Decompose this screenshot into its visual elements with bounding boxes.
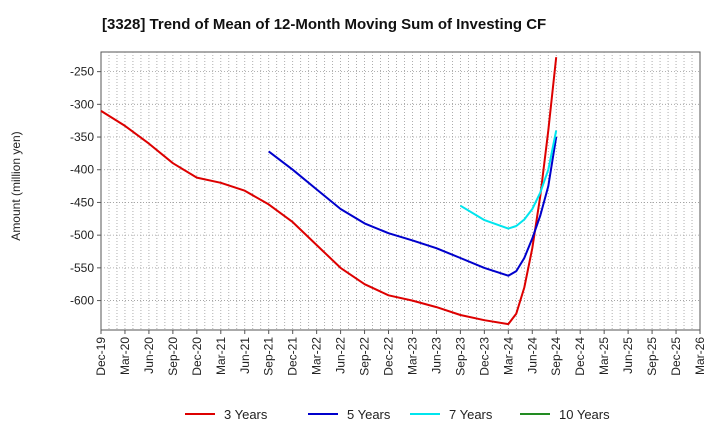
- y-tick-label: -600: [70, 294, 94, 308]
- chart-title: [3328] Trend of Mean of 12-Month Moving …: [102, 16, 547, 33]
- y-tick-label: -550: [70, 261, 94, 275]
- y-tick-label: -350: [70, 130, 94, 144]
- x-tick-label: Jun-25: [621, 337, 635, 374]
- x-tick-label: Dec-21: [286, 337, 300, 376]
- legend-label: 7 Years: [449, 407, 493, 422]
- y-tick-label: -500: [70, 228, 94, 242]
- legend: 3 Years 5 Years 7 Years 10 Years: [185, 407, 610, 422]
- x-tick-label: Mar-20: [118, 337, 132, 375]
- x-tick-label: Sep-20: [166, 337, 180, 376]
- x-tick-label: Mar-25: [597, 337, 611, 375]
- x-tick-label: Sep-25: [645, 337, 659, 376]
- x-tick-label: Sep-21: [262, 337, 276, 376]
- x-tick-label: Jun-23: [429, 337, 443, 374]
- series-line-5-years: [268, 136, 558, 277]
- y-tick-label: -250: [70, 65, 94, 79]
- legend-label: 3 Years: [224, 407, 268, 422]
- x-tick-label: Mar-21: [214, 337, 228, 375]
- y-axis-ticks: -250 -300 -350 -400 -450 -500 -550 -600: [70, 65, 101, 308]
- legend-label: 5 Years: [347, 407, 391, 422]
- x-tick-label: Jun-21: [238, 337, 252, 374]
- series-lines: [100, 57, 558, 326]
- y-tick-label: -300: [70, 97, 94, 111]
- x-tick-label: Dec-19: [94, 337, 108, 376]
- x-tick-label: Jun-24: [525, 337, 539, 374]
- x-tick-label: Mar-26: [693, 337, 707, 375]
- x-tick-label: Mar-22: [310, 337, 324, 375]
- series-line-7-years: [459, 130, 558, 230]
- y-axis-label: Amount (million yen): [9, 131, 23, 240]
- x-tick-label: Jun-22: [334, 337, 348, 374]
- x-tick-label: Mar-24: [501, 337, 515, 375]
- x-tick-label: Dec-20: [190, 337, 204, 376]
- x-tick-label: Dec-25: [669, 337, 683, 376]
- x-tick-label: Dec-23: [477, 337, 491, 376]
- x-tick-label: Jun-20: [142, 337, 156, 374]
- x-tick-label: Dec-24: [573, 337, 587, 376]
- x-axis-ticks: Dec-19 Mar-20 Jun-20 Sep-20 Dec-20 Mar-21 Jun-…: [94, 330, 707, 376]
- y-tick-label: -400: [70, 163, 94, 177]
- x-tick-label: Dec-22: [382, 337, 396, 376]
- x-tick-label: Sep-23: [453, 337, 467, 376]
- x-tick-label: Mar-23: [405, 337, 419, 375]
- x-tick-label: Sep-22: [358, 337, 372, 376]
- plot-area: [100, 51, 701, 331]
- series-line-3-years: [100, 57, 558, 326]
- x-tick-label: Sep-24: [549, 337, 563, 376]
- y-tick-label: -450: [70, 195, 94, 209]
- legend-label: 10 Years: [559, 407, 610, 422]
